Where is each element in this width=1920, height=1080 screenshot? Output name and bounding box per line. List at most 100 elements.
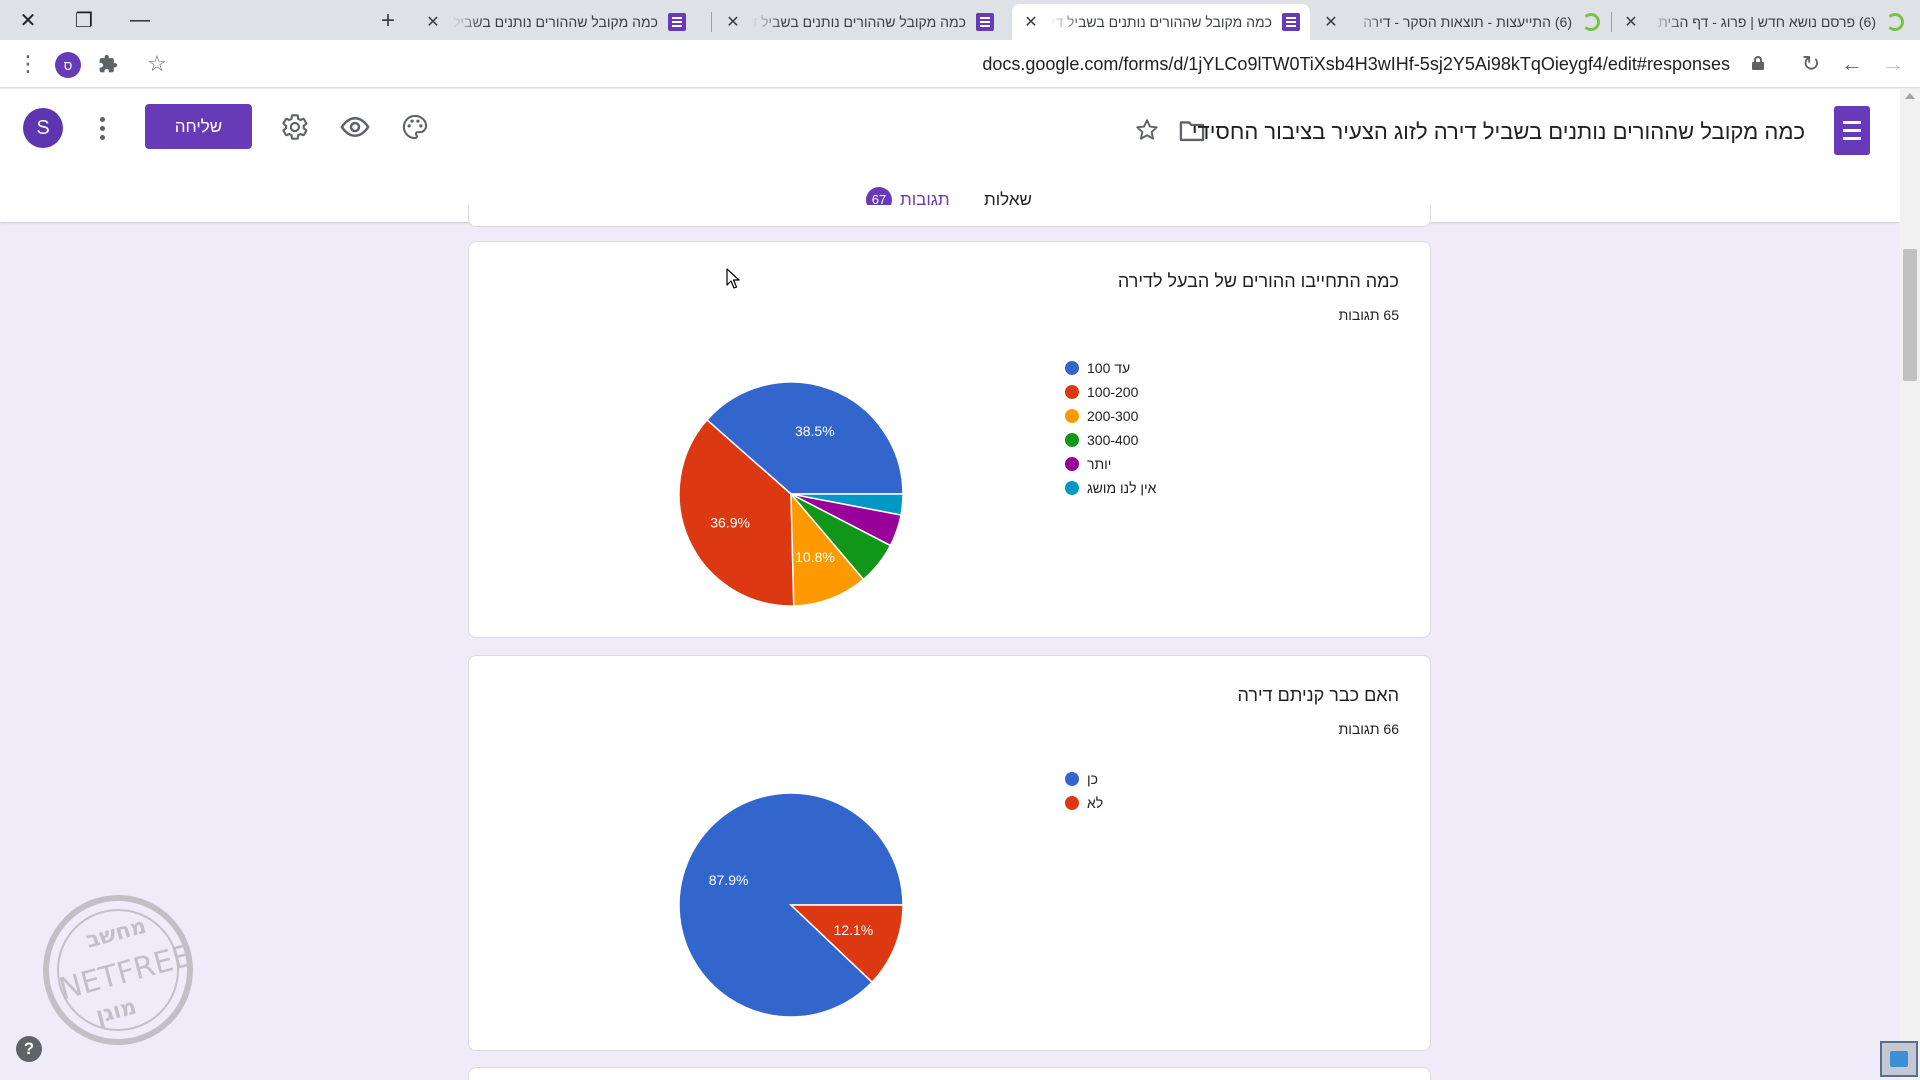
tab-close-icon[interactable]: ✕ bbox=[1324, 14, 1338, 31]
legend-label: יותר bbox=[1087, 456, 1112, 472]
page-scrollbar[interactable] bbox=[1900, 89, 1920, 1080]
question-summary-card: כמה התחייבו ההורים של הבעל לדירה 65 תגוב… bbox=[468, 241, 1431, 638]
browser-tab[interactable]: ✕ כמה מקובל שההורים נותנים בשביל דירה bbox=[714, 4, 1004, 40]
profile-avatar[interactable]: ס bbox=[55, 52, 81, 78]
legend-label: 300-400 bbox=[1087, 432, 1139, 448]
pie-slice[interactable] bbox=[790, 491, 865, 607]
legend-label: כן bbox=[1087, 771, 1098, 787]
forms-favicon-icon bbox=[1282, 13, 1300, 31]
reload-icon[interactable]: ↻ bbox=[1801, 51, 1821, 76]
browser-tab[interactable]: ✕ כמה מקובל שההורים נותנים בשביל דירה bbox=[414, 4, 696, 40]
customize-theme-palette-icon[interactable] bbox=[397, 109, 433, 145]
pie-slice[interactable] bbox=[789, 904, 904, 984]
legend-item[interactable]: יותר bbox=[1065, 452, 1156, 476]
new-tab-button[interactable]: + bbox=[380, 7, 395, 34]
question-title: כמה התחייבו ההורים של הבעל לדירה bbox=[1117, 271, 1399, 291]
legend-item[interactable]: אין לנו מושג bbox=[1065, 476, 1156, 500]
help-icon[interactable]: ? bbox=[16, 1036, 42, 1062]
extensions-puzzle-icon[interactable] bbox=[94, 50, 122, 78]
prog-favicon-icon bbox=[1582, 13, 1600, 31]
window-close-icon[interactable]: ✕ bbox=[19, 9, 37, 32]
preview-eye-icon[interactable] bbox=[337, 109, 373, 145]
legend-label: 200-300 bbox=[1087, 408, 1139, 424]
scrollbar-thumb[interactable] bbox=[1903, 249, 1917, 381]
pie-slice[interactable] bbox=[678, 418, 795, 607]
star-icon[interactable] bbox=[1129, 112, 1165, 148]
tab-title: כמה מקובל שההורים נותנים בשביל דירה bbox=[752, 14, 966, 30]
legend-swatch bbox=[1065, 433, 1079, 447]
account-avatar[interactable]: S bbox=[23, 108, 63, 148]
question-title: האם כבר קניתם דירה bbox=[1237, 685, 1399, 705]
browser-toolbar: ⋮ ס ☆ docs.google.com/forms/d/1jYLCo9lTW… bbox=[0, 40, 1920, 88]
tab-close-icon[interactable]: ✕ bbox=[1624, 14, 1638, 31]
pie-data-label: 38.5% bbox=[795, 423, 835, 439]
tab-close-icon[interactable]: ✕ bbox=[1024, 14, 1038, 31]
bookmark-star-icon[interactable]: ☆ bbox=[147, 51, 167, 76]
window-restore-icon[interactable]: ❐ bbox=[75, 9, 93, 32]
netfree-watermark-logo: מחשב NETFREE מוגן bbox=[43, 895, 196, 1045]
forms-header: S שליחה כמה מקובל שההורים נותנים בשביל ד… bbox=[0, 89, 1900, 222]
legend-swatch bbox=[1065, 385, 1079, 399]
legend-label: 100-200 bbox=[1087, 384, 1139, 400]
back-arrow-icon[interactable]: ← bbox=[1841, 51, 1863, 76]
legend-item[interactable]: 200-300 bbox=[1065, 404, 1156, 428]
browser-menu-icon[interactable]: ⋮ bbox=[17, 51, 39, 76]
forward-arrow-icon[interactable]: → bbox=[1882, 51, 1904, 76]
tab-title: כמה מקובל שההורים נותנים בשביל דירה bbox=[452, 14, 658, 30]
legend-swatch bbox=[1065, 409, 1079, 423]
mouse-pointer-icon bbox=[726, 268, 740, 289]
settings-gear-icon[interactable] bbox=[277, 109, 313, 145]
scroll-up-arrow-icon[interactable] bbox=[1905, 93, 1915, 99]
watermark-text-top: מחשב bbox=[84, 914, 150, 954]
legend-item[interactable]: 100-200 bbox=[1065, 380, 1156, 404]
legend-swatch bbox=[1065, 457, 1079, 471]
chart-legend: עד 100 100-200 200-300 300-400 יותר אין לנו מ… bbox=[1065, 356, 1156, 500]
tab-title: (6) פרסם נושא חדש | פרוג - דף הבית bbox=[1658, 14, 1876, 30]
legend-swatch bbox=[1065, 772, 1079, 786]
legend-label: עד 100 bbox=[1087, 360, 1131, 376]
move-to-folder-icon[interactable] bbox=[1174, 112, 1210, 148]
legend-label: אין לנו מושג bbox=[1087, 480, 1157, 496]
window-minimize-icon[interactable]: — bbox=[130, 8, 150, 31]
question-summary-card: האם כבר קניתם דירה 66 תגובות 87.9% 12.1% … bbox=[468, 655, 1431, 1051]
pie-data-label: 12.1% bbox=[834, 922, 874, 938]
tab-title: (6) התייעצות - תוצאות הסקר - דירה bbox=[1363, 14, 1572, 30]
download-tray-icon[interactable] bbox=[1880, 1041, 1918, 1077]
pie-chart: 38.5% 36.9% 10.8% bbox=[678, 381, 904, 607]
browser-tab[interactable]: ✕ (6) פרסם נושא חדש | פרוג - דף הבית bbox=[1612, 4, 1914, 40]
legend-swatch bbox=[1065, 361, 1079, 375]
tab-close-icon[interactable]: ✕ bbox=[726, 14, 740, 31]
legend-label: לא bbox=[1087, 795, 1104, 811]
tab-close-icon[interactable]: ✕ bbox=[426, 14, 440, 31]
lock-icon bbox=[1752, 56, 1764, 70]
browser-tab[interactable]: ✕ (6) התייעצות - תוצאות הסקר - דירה bbox=[1312, 4, 1610, 40]
tab-title: כמה מקובל שההורים נותנים בשביל דירה bbox=[1050, 14, 1272, 30]
browser-tab-strip: ✕ ❐ — + ✕ כמה מקובל שההורים נותנים בשביל… bbox=[0, 0, 1920, 40]
pie-data-label: 87.9% bbox=[709, 872, 749, 888]
pie-slice[interactable] bbox=[790, 493, 904, 516]
watermark-text-bottom: מוגן bbox=[93, 994, 139, 1029]
send-button[interactable]: שליחה bbox=[145, 104, 252, 149]
forms-favicon-icon bbox=[668, 13, 686, 31]
browser-tab-active[interactable]: ✕ כמה מקובל שההורים נותנים בשביל דירה bbox=[1012, 4, 1310, 40]
address-bar[interactable]: docs.google.com/forms/d/1jYLCo9lTW0TiXsb… bbox=[180, 48, 1780, 80]
url-text: docs.google.com/forms/d/1jYLCo9lTW0TiXsb… bbox=[982, 53, 1730, 74]
legend-item[interactable]: 300-400 bbox=[1065, 428, 1156, 452]
pie-data-label: 36.9% bbox=[710, 514, 750, 530]
pie-data-label: 10.8% bbox=[795, 549, 835, 565]
legend-item[interactable]: כן bbox=[1065, 767, 1103, 791]
legend-swatch bbox=[1065, 481, 1079, 495]
previous-question-card bbox=[468, 205, 1431, 227]
pie-slice[interactable] bbox=[705, 381, 904, 495]
legend-item[interactable]: לא bbox=[1065, 791, 1103, 815]
legend-swatch bbox=[1065, 796, 1079, 810]
tab-separator bbox=[1611, 12, 1612, 32]
chart-legend: כן לא bbox=[1065, 767, 1103, 815]
tab-separator bbox=[711, 12, 712, 32]
google-forms-logo-icon[interactable] bbox=[1834, 106, 1870, 155]
pie-chart: 87.9% 12.1% bbox=[678, 792, 904, 1018]
form-title[interactable]: כמה מקובל שההורים נותנים בשביל דירה לזוג… bbox=[1191, 119, 1805, 144]
tab-questions[interactable]: שאלות bbox=[984, 177, 1032, 222]
more-options-icon[interactable] bbox=[90, 112, 114, 144]
legend-item[interactable]: עד 100 bbox=[1065, 356, 1156, 380]
